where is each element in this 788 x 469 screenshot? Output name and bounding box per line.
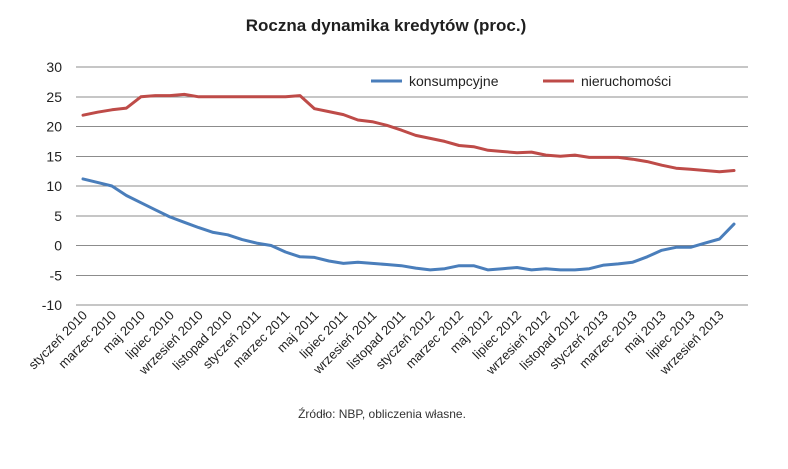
y-tick-label: 15: [46, 148, 62, 164]
y-tick-label: 20: [46, 119, 62, 135]
y-tick-label: 25: [46, 89, 62, 105]
series-lines: [81, 92, 736, 272]
legend: konsumpcyjne nieruchomości: [371, 73, 671, 89]
series-line-konsumpcyjne: [81, 177, 736, 272]
y-tick-label: 30: [46, 59, 62, 75]
gridlines: [76, 66, 748, 306]
y-axis: 30 25 20 15 10 5 0 -5 -10: [42, 59, 62, 313]
chart-title: Roczna dynamika kredytów (proc.): [246, 16, 527, 35]
y-tick-label: 10: [46, 178, 62, 194]
y-tick-label: 5: [54, 208, 62, 224]
y-tick-label: -5: [50, 267, 63, 283]
legend-label: konsumpcyjne: [409, 73, 499, 89]
y-tick-label: 0: [54, 238, 62, 254]
legend-label: nieruchomości: [581, 73, 671, 89]
series-line-nieruchomosci: [81, 92, 736, 174]
source-note: Źródło: NBP, obliczenia własne.: [298, 406, 466, 421]
y-tick-label: -10: [42, 297, 62, 313]
